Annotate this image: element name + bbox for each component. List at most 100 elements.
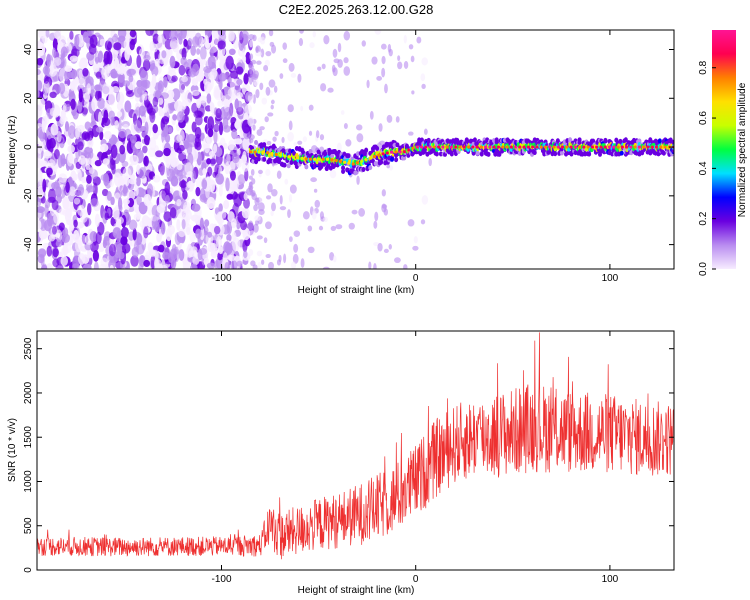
- spectrogram-cell: [599, 145, 603, 149]
- spectrogram-cell: [556, 145, 560, 149]
- spectrogram-cell: [377, 153, 381, 157]
- spectrogram-cell: [92, 182, 98, 197]
- spectrogram-cell: [222, 142, 228, 150]
- spectrogram-cell: [213, 247, 220, 254]
- spectrogram-cell: [265, 195, 272, 200]
- spectrogram-cell: [191, 203, 201, 212]
- spectrogram-cell: [262, 142, 267, 148]
- spectrogram-cell: [102, 83, 110, 97]
- spectrogram-cell: [163, 76, 168, 88]
- spectrogram-cell: [432, 145, 436, 149]
- spectrogram-cell: [149, 41, 154, 52]
- spectrogram-cell: [236, 92, 244, 99]
- spectrogram-cell: [143, 193, 152, 207]
- spectrogram-cell: [272, 136, 277, 142]
- spectrogram-cell: [69, 55, 79, 62]
- spectrogram-cell: [136, 176, 141, 187]
- spectrogram-cell: [88, 167, 95, 174]
- spectrogram-cell: [548, 145, 552, 149]
- spectrogram-cell: [138, 167, 147, 179]
- spectrogram-cell: [124, 128, 132, 139]
- spectrogram-cell: [99, 38, 107, 46]
- spectrogram-cell: [355, 161, 360, 165]
- spectrogram-cell: [381, 55, 386, 65]
- spectrogram-cell: [86, 185, 95, 193]
- spectrogram-cell: [91, 97, 98, 112]
- spectrogram-cell: [157, 80, 164, 94]
- spectrogram-cell: [161, 115, 170, 125]
- colorbar-tick-label: 0.8: [698, 60, 709, 74]
- spectrogram-cell: [287, 155, 291, 159]
- spectrogram-cell: [132, 228, 137, 241]
- spectrogram-cell: [154, 259, 163, 269]
- spectrogram-cell: [104, 99, 110, 109]
- spectrogram-cell: [191, 78, 199, 86]
- spectrogram-cell: [97, 51, 103, 63]
- spectrogram-cell: [394, 157, 399, 163]
- spectrogram-cell: [78, 253, 86, 265]
- spectrogram-cell: [227, 87, 237, 98]
- spectrogram-cell: [225, 55, 234, 70]
- spectrogram-cell: [176, 199, 182, 207]
- spectrogram-cell: [119, 108, 125, 121]
- spectrogram-cell: [188, 180, 193, 188]
- spectrogram-cell: [364, 158, 368, 162]
- spectrogram-cell: [397, 61, 403, 70]
- spectrogram-cell: [364, 147, 369, 153]
- spectrogram-cell: [62, 196, 70, 210]
- spectrogram-cell: [231, 152, 240, 164]
- spectrogram-cell: [322, 161, 327, 167]
- spectrogram-cell: [37, 248, 47, 258]
- spectrogram-cell: [73, 219, 78, 228]
- spectrogram-cell: [62, 244, 68, 257]
- spectrogram-cell: [134, 141, 143, 150]
- spectrogram-cell: [217, 251, 223, 261]
- spectrogram-cell: [60, 153, 66, 167]
- spectrogram-cell: [257, 202, 265, 212]
- spectrogram-cell: [407, 148, 411, 152]
- spectrogram-cell: [176, 111, 185, 123]
- spectrogram-cell: [437, 145, 441, 149]
- x-tick-label: 100: [602, 273, 619, 284]
- spectrogram-cell: [343, 30, 351, 41]
- spectrogram-cell: [315, 130, 320, 139]
- spectrogram-cell: [383, 208, 389, 216]
- spectrogram-cell: [176, 219, 181, 231]
- spectrogram-cell: [143, 155, 149, 167]
- spectrogram-cell: [224, 161, 230, 175]
- spectrogram-cell: [217, 40, 226, 50]
- spectrogram-cell: [475, 150, 480, 156]
- spectrogram-cell: [202, 168, 207, 176]
- spectrogram-cell: [271, 188, 278, 197]
- spectrogram-cell: [404, 143, 409, 149]
- spectrogram-cell: [157, 244, 165, 253]
- spectrogram-cell: [416, 36, 422, 44]
- spectrogram-cell: [586, 145, 590, 149]
- spectrogram-cell: [341, 165, 346, 171]
- spectrogram-cell: [259, 82, 264, 91]
- spectrogram-cell: [129, 38, 135, 51]
- spectrogram-cell: [223, 107, 233, 120]
- spectrogram-cell: [445, 145, 449, 149]
- spectrogram-cell: [119, 67, 125, 76]
- spectrogram-cell: [228, 48, 236, 56]
- spectrogram-cell: [207, 231, 213, 238]
- spectrogram-cell: [297, 140, 303, 145]
- spectrogram-cell: [288, 62, 295, 72]
- spectrogram-cell: [194, 141, 199, 150]
- spectrogram-cell: [413, 236, 418, 244]
- y-tick-label: -20: [23, 188, 34, 203]
- spectrogram-cell: [587, 151, 592, 157]
- spectrogram-cell: [103, 173, 110, 187]
- spectrogram-cell: [321, 157, 325, 161]
- spectrogram-cell: [49, 107, 56, 117]
- spectrogram-cell: [99, 130, 104, 141]
- spectrogram-cell: [590, 145, 595, 149]
- spectrogram-cell: [167, 69, 173, 81]
- spectrogram-cell: [229, 70, 239, 79]
- spectrogram-cell: [292, 253, 299, 264]
- spectrogram-cell: [573, 145, 577, 149]
- spectrogram-cell: [276, 170, 282, 179]
- figure-title: C2E2.2025.263.12.00.G28: [279, 2, 434, 17]
- spectrogram-cell: [374, 30, 382, 35]
